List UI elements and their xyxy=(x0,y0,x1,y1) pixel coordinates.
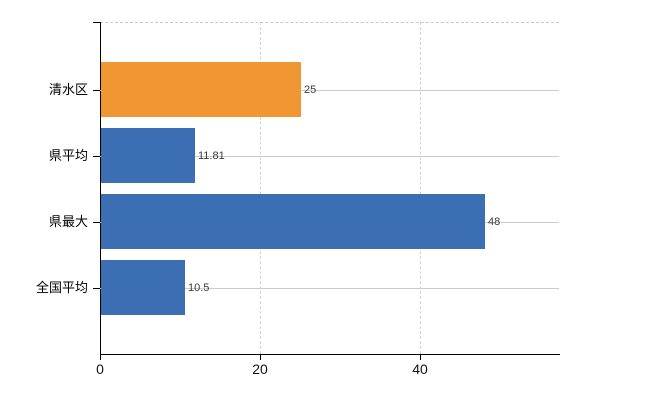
category-label: 全国平均 xyxy=(35,280,88,295)
y-axis-top-tick xyxy=(93,22,100,23)
y-tick xyxy=(93,90,100,91)
vertical-gridline xyxy=(420,22,421,354)
value-label: 10.5 xyxy=(188,282,210,294)
category-gridline xyxy=(100,90,559,91)
category-label: 県平均 xyxy=(48,148,88,163)
y-tick xyxy=(93,222,100,223)
x-tick xyxy=(260,354,261,360)
x-axis-line xyxy=(100,354,560,355)
bar xyxy=(101,260,185,315)
x-tick xyxy=(100,354,101,360)
y-tick xyxy=(93,288,100,289)
x-tick-label: 0 xyxy=(96,361,104,377)
value-label: 25 xyxy=(304,84,317,96)
y-axis-line xyxy=(100,22,101,354)
x-tick-label: 40 xyxy=(412,361,428,377)
vertical-gridline xyxy=(260,22,261,354)
x-tick xyxy=(420,354,421,360)
value-label: 11.81 xyxy=(198,150,225,162)
category-gridline xyxy=(100,156,559,157)
plot-top-border xyxy=(100,22,559,23)
category-label: 清水区 xyxy=(48,82,88,97)
bar xyxy=(101,128,195,183)
bar xyxy=(101,62,301,117)
category-label: 県最大 xyxy=(48,214,88,229)
bar xyxy=(101,194,485,249)
value-label: 48 xyxy=(488,216,501,228)
x-tick-label: 20 xyxy=(252,361,268,377)
y-tick xyxy=(93,156,100,157)
category-gridline xyxy=(100,288,559,289)
